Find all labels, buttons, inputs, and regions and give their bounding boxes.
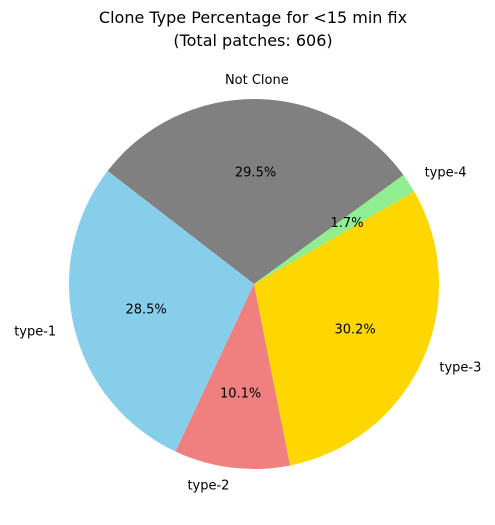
- slice-percent-type-3: 30.2%: [334, 322, 375, 337]
- pie-slice-type-4: [254, 174, 415, 284]
- pie-slice-type-2: [175, 284, 291, 470]
- chart-title: Clone Type Percentage for <15 min fix: [99, 8, 407, 27]
- pie-slices: [68, 98, 440, 470]
- slice-percent-type-1: 28.5%: [125, 303, 166, 318]
- chart-subtitle: (Total patches: 606): [173, 31, 332, 50]
- slice-percent-not-clone: 29.5%: [235, 166, 276, 181]
- slice-percent-type-2: 10.1%: [220, 387, 261, 402]
- pie-slice-type-3: [254, 191, 440, 466]
- pie-slice-type-1: [68, 170, 254, 452]
- pie-slice-not-clone: [107, 98, 404, 284]
- pie-labels: Not Clone 29.5% type-1 28.5% type-2 10.1% type…: [14, 73, 481, 493]
- slice-label-type-4: type-4: [425, 166, 467, 181]
- slice-label-not-clone: Not Clone: [225, 73, 289, 88]
- slice-label-type-3: type-3: [439, 361, 481, 376]
- slice-label-type-2: type-2: [187, 479, 229, 494]
- slice-percent-type-4: 1.7%: [331, 216, 364, 231]
- slice-label-type-1: type-1: [14, 324, 56, 339]
